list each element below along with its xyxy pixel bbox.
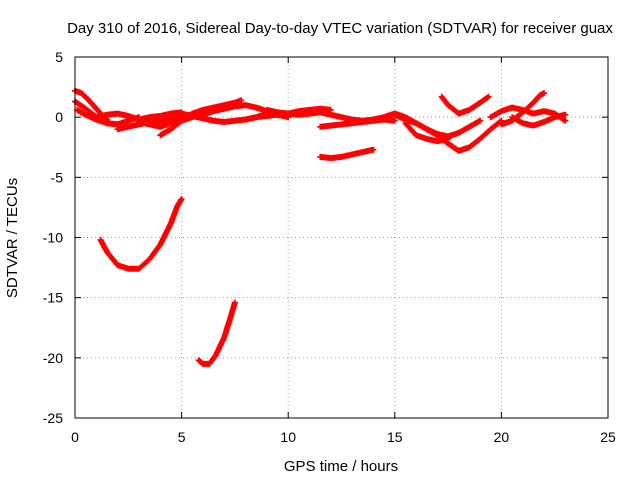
data-point-marks [317,146,377,162]
series-arc-13 [317,146,377,162]
x-tick-label: 20 [494,429,510,445]
data-point-marks [438,93,492,117]
series-arc-3 [74,106,121,128]
y-tick-label: -25 [43,410,63,426]
x-tick-label: 25 [600,429,616,445]
series-arc-4 [93,109,185,123]
y-tick-labels: 5 0 -5 -10 -15 -20 -25 [43,49,63,426]
series-arc-19 [498,90,547,128]
data-point-marks [74,106,121,128]
series-arc-20 [509,111,569,129]
y-tick-label: -5 [51,169,64,185]
data-point-marks [509,111,569,129]
x-tick-labels: 0 5 10 15 20 25 [71,429,616,445]
x-axis-label: GPS time / hours [284,458,398,475]
x-tick-label: 10 [280,429,296,445]
data-point-marks [195,299,238,367]
axis-ticks [74,56,609,419]
x-tick-label: 5 [178,429,186,445]
x-tick-label: 15 [387,429,403,445]
y-tick-label: -15 [43,290,63,306]
series-arc-21 [97,196,185,272]
y-tick-label: -10 [43,230,63,246]
series-arc-22 [195,299,238,367]
y-axis-label: SDTVAR / TECUs [4,178,21,298]
series-arc-16 [402,120,452,145]
series-arc-17 [438,93,492,117]
series-arc-7 [157,97,245,139]
data-point-marks [402,120,452,145]
data-point-marks [498,90,547,128]
x-tick-label: 0 [71,429,79,445]
data-point-marks [93,109,185,123]
chart-title: Day 310 of 2016, Sidereal Day-to-day VTE… [67,20,613,37]
y-tick-label: -20 [43,350,63,366]
data-point-marks [97,196,185,272]
y-tick-label: 0 [55,109,63,125]
data-point-marks [157,97,245,139]
data-series [72,87,569,367]
y-tick-label: 5 [55,49,63,65]
